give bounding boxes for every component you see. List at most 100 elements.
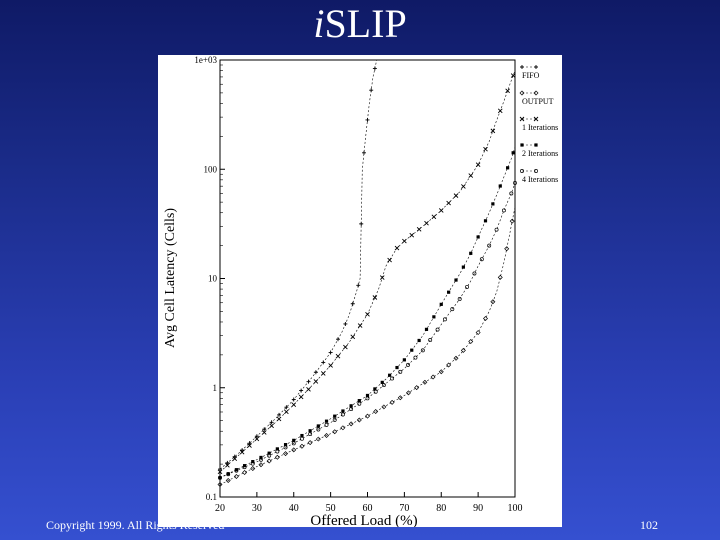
- data-point: [340, 425, 346, 431]
- data-point: [233, 474, 239, 480]
- data-point: [275, 447, 279, 451]
- data-point: [315, 436, 321, 442]
- data-point: [324, 432, 330, 438]
- series-line: [219, 182, 516, 479]
- data-point: [336, 337, 340, 342]
- y-tick-label: 0.1: [206, 492, 217, 502]
- data-point: [300, 433, 304, 438]
- data-point: [254, 434, 259, 439]
- data-point: [475, 330, 481, 336]
- data-point: [357, 399, 361, 403]
- data-point: [372, 295, 378, 300]
- data-point: [519, 116, 525, 122]
- data-point: [395, 365, 399, 370]
- data-point: [534, 143, 538, 147]
- data-point: [251, 460, 255, 464]
- data-point: [266, 458, 272, 464]
- data-point: [365, 393, 370, 398]
- data-point: [475, 162, 481, 168]
- data-point: [414, 385, 420, 391]
- data-point: [284, 405, 289, 410]
- data-point: [511, 151, 515, 155]
- y-tick-label: 10: [208, 274, 218, 284]
- data-point: [234, 468, 239, 473]
- legend-label: 2 Iterations: [522, 149, 558, 158]
- data-point: [513, 180, 517, 185]
- data-point: [373, 387, 377, 391]
- data-point: [365, 117, 370, 122]
- data-point: [469, 251, 473, 255]
- data-point: [299, 436, 304, 441]
- data-point: [308, 429, 312, 433]
- data-point: [332, 429, 338, 435]
- x-tick-label: 60: [363, 503, 373, 514]
- y-tick-label: 1e+03: [194, 55, 217, 65]
- data-point: [341, 409, 345, 413]
- data-point: [217, 469, 223, 475]
- data-point: [350, 334, 356, 340]
- data-point: [457, 296, 462, 301]
- legend-label: 4 Iterations: [522, 175, 558, 184]
- data-point: [435, 327, 440, 332]
- data-point: [258, 462, 264, 468]
- data-point: [250, 466, 256, 472]
- data-point: [379, 275, 385, 280]
- data-point: [509, 218, 515, 224]
- data-point: [333, 414, 337, 418]
- data-point: [389, 399, 395, 405]
- data-point: [505, 88, 510, 94]
- data-point: [390, 376, 395, 381]
- x-tick-label: 70: [399, 503, 409, 514]
- data-point: [490, 128, 496, 134]
- data-point: [380, 380, 384, 384]
- data-point: [343, 344, 348, 350]
- data-point: [510, 73, 516, 78]
- series-line: [219, 59, 377, 470]
- x-tick-label: 80: [436, 503, 446, 514]
- data-point: [234, 468, 238, 472]
- data-point: [218, 475, 222, 480]
- data-point: [461, 265, 465, 269]
- data-point: [413, 355, 418, 360]
- footer-copyright: Copyright 1999. All Rights Reserved: [46, 518, 225, 532]
- data-point: [242, 465, 247, 470]
- data-point: [299, 388, 304, 393]
- y-axis-label: Avg Cell Latency (Cells): [163, 208, 178, 348]
- data-point: [247, 443, 252, 448]
- data-point: [313, 379, 319, 384]
- data-point: [239, 449, 245, 455]
- data-point: [225, 462, 230, 468]
- data-point: [306, 379, 311, 384]
- data-point: [359, 221, 364, 226]
- data-point: [365, 396, 370, 401]
- y-tick-label: 1: [213, 383, 218, 393]
- data-point: [267, 451, 271, 455]
- data-point: [349, 404, 353, 408]
- data-point: [324, 419, 329, 423]
- data-point: [461, 184, 466, 189]
- data-point: [483, 219, 488, 223]
- data-point: [465, 284, 470, 289]
- data-point: [283, 443, 288, 447]
- data-point: [277, 412, 281, 417]
- data-point: [460, 347, 466, 353]
- data-point: [275, 449, 280, 454]
- data-point: [254, 436, 260, 442]
- data-point: [468, 338, 474, 344]
- data-point: [291, 447, 297, 453]
- data-point: [410, 348, 414, 352]
- data-point: [506, 166, 510, 170]
- data-point: [479, 257, 484, 262]
- data-point: [226, 472, 231, 477]
- data-point: [276, 416, 282, 422]
- data-point: [232, 454, 237, 459]
- data-point: [534, 65, 538, 69]
- data-point: [298, 394, 304, 400]
- data-point: [269, 420, 274, 425]
- data-point: [476, 235, 480, 239]
- data-point: [369, 88, 374, 93]
- slide-title-italic: i: [313, 1, 325, 46]
- data-point: [226, 472, 230, 476]
- data-point: [307, 440, 313, 446]
- data-point: [306, 386, 311, 392]
